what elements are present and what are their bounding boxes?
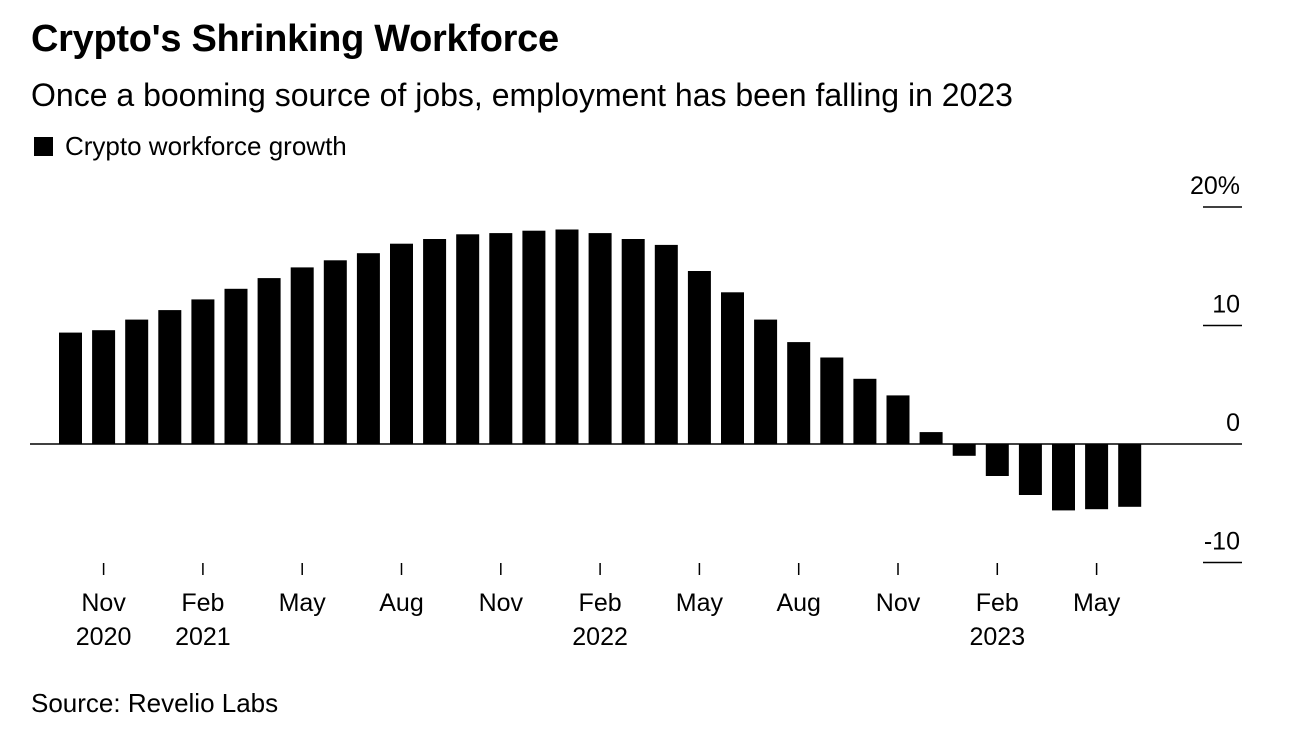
bar <box>588 233 612 444</box>
bar <box>224 288 248 444</box>
y-tick-label: -10 <box>1204 528 1240 556</box>
bar <box>754 319 778 444</box>
x-tick-label: Aug <box>379 589 423 617</box>
bar <box>985 444 1009 476</box>
bar <box>721 292 744 444</box>
bar <box>92 330 116 444</box>
legend-swatch <box>34 137 53 156</box>
bar <box>290 267 314 444</box>
x-tick-label: Nov <box>876 589 921 617</box>
bar <box>489 233 513 444</box>
bar <box>59 332 82 444</box>
x-tick-label: Nov <box>81 589 126 617</box>
bar <box>853 378 877 444</box>
y-tick-label: 10 <box>1212 291 1240 319</box>
x-tick-year-label: 2020 <box>76 623 132 651</box>
x-tick-label: May <box>279 589 327 617</box>
bar <box>257 278 281 444</box>
bar <box>654 244 678 444</box>
bar <box>323 260 347 444</box>
bar <box>191 299 215 444</box>
chart-title: Crypto's Shrinking Workforce <box>31 18 559 60</box>
legend-label: Crypto workforce growth <box>65 131 347 161</box>
bar <box>456 234 480 444</box>
bar <box>1118 444 1142 507</box>
bar <box>1052 444 1075 511</box>
bar <box>423 239 447 444</box>
bar <box>555 229 579 444</box>
bar <box>356 253 380 444</box>
x-tick-label: Feb <box>976 589 1019 617</box>
x-tick-year-label: 2022 <box>572 623 628 651</box>
bar <box>158 310 182 444</box>
bar <box>390 243 413 444</box>
legend: Crypto workforce growth <box>34 131 347 162</box>
bar <box>125 319 149 444</box>
x-tick-label: May <box>676 589 724 617</box>
bar <box>1018 444 1042 495</box>
bar <box>522 230 546 444</box>
bar <box>919 432 943 444</box>
bar <box>621 239 645 444</box>
bar <box>1085 444 1109 510</box>
y-tick-label: 0 <box>1226 409 1240 437</box>
bar <box>687 271 711 444</box>
x-tick-label: Feb <box>579 589 622 617</box>
bar <box>886 395 910 444</box>
bar <box>787 342 811 444</box>
y-tick-label: 20% <box>1190 172 1240 200</box>
x-tick-label: Nov <box>479 589 524 617</box>
chart-subtitle: Once a booming source of jobs, employmen… <box>31 77 1013 113</box>
bar <box>820 357 844 444</box>
x-tick-year-label: 2023 <box>969 623 1025 651</box>
x-tick-year-label: 2021 <box>175 623 231 651</box>
x-tick-label: Feb <box>181 589 224 617</box>
x-tick-label: May <box>1073 589 1121 617</box>
x-tick-label: Aug <box>776 589 820 617</box>
source-note: Source: Revelio Labs <box>31 688 279 718</box>
bar <box>952 444 976 456</box>
